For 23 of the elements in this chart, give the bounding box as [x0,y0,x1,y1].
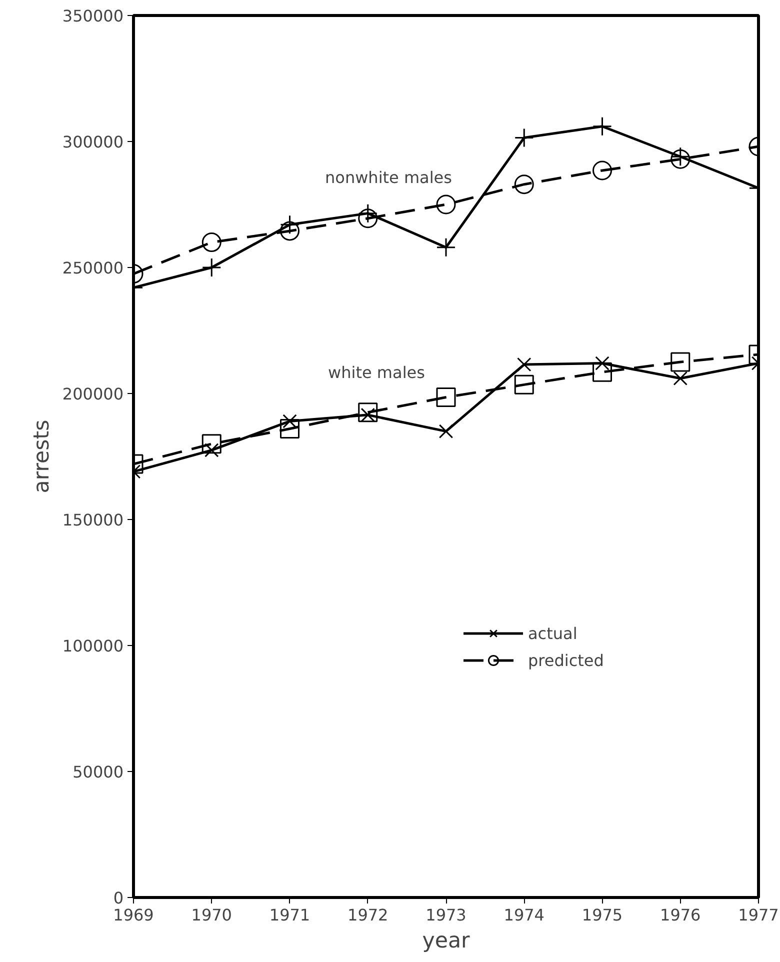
y-tick-label: 0 [113,888,124,908]
x-axis-title: year [422,928,470,954]
y-tick-label: 150000 [62,510,124,530]
x-tick-label: 1974 [504,906,544,924]
x-tick-label: 1971 [269,906,310,924]
y-tick-label: 200000 [62,384,124,404]
x-tick-label: 1973 [426,906,466,924]
y-tick-label: 350000 [62,6,124,26]
y-axis-title: arrests [29,420,54,494]
x-tick-label: 1977 [738,906,779,924]
legend-label: predicted [528,650,604,670]
x-tick-label: 1969 [113,906,154,924]
y-tick-label: 100000 [62,636,124,656]
x-tick-label: 1976 [660,906,701,924]
x-tick-label: 1972 [348,906,388,924]
x-tick-label: 1975 [582,906,623,924]
annotation: white males [328,363,425,382]
y-tick-label: 300000 [62,132,124,152]
legend-label: actual [528,624,578,642]
y-tick-label: 250000 [62,258,124,278]
y-tick-label: 50000 [72,762,124,782]
annotation: nonwhite males [325,168,452,187]
x-tick-label: 1970 [191,906,232,924]
